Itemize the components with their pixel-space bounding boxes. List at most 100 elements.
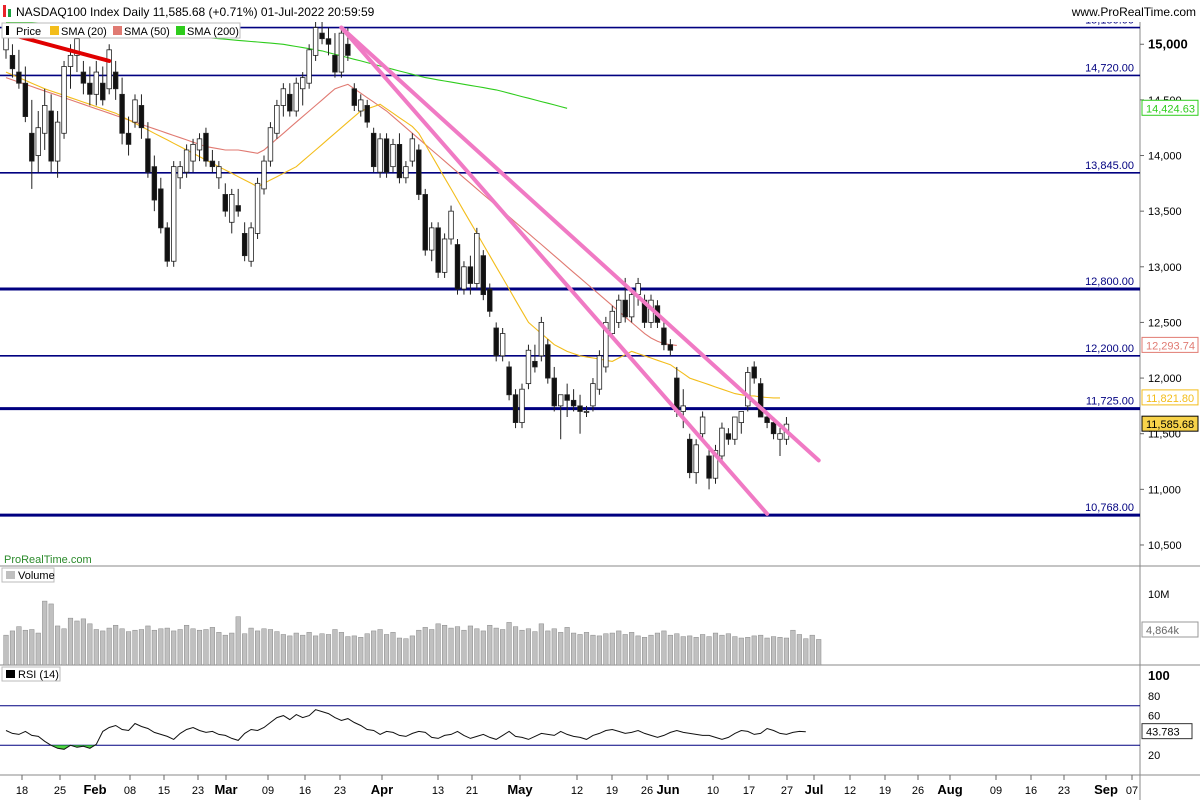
candle-body	[106, 49, 112, 90]
candle	[409, 133, 416, 167]
volume-bar	[648, 634, 654, 666]
candle-body	[596, 355, 603, 390]
candle	[551, 366, 557, 412]
volume-bar	[771, 636, 777, 666]
volume-bar	[538, 623, 544, 666]
candle	[609, 305, 615, 340]
candle-body	[345, 43, 351, 56]
badge-box	[1141, 621, 1199, 638]
last-value-badge: 14,424.63	[1141, 99, 1199, 116]
candle-body	[280, 88, 287, 106]
volume-bar	[558, 632, 564, 666]
candle	[35, 111, 41, 173]
candle	[545, 339, 551, 384]
candle	[254, 177, 261, 239]
pink-trendline[interactable]	[339, 25, 821, 463]
volume-bar	[564, 627, 570, 666]
last-value-badge: 12,293.74	[1141, 336, 1199, 353]
volume-swatch	[6, 571, 15, 579]
candle-body	[164, 227, 170, 262]
candle	[235, 188, 241, 217]
candle-body	[487, 288, 493, 312]
volume-bar	[313, 635, 319, 666]
candle-body	[87, 82, 93, 95]
rsi-title[interactable]: RSI (14)	[18, 669, 59, 681]
volume-bar	[403, 638, 409, 666]
volume-bar	[803, 638, 809, 666]
candle	[203, 127, 209, 167]
candle-body	[319, 32, 325, 40]
candle-body	[267, 127, 274, 162]
date-tick-label: Jun	[656, 782, 679, 797]
pink-trendline[interactable]	[339, 25, 770, 516]
candle	[80, 60, 87, 95]
volume-bar	[525, 628, 532, 666]
candle-body	[506, 366, 512, 396]
candle	[87, 66, 93, 106]
candle-body	[235, 205, 241, 212]
candle-body	[558, 394, 564, 407]
volume-bar	[454, 626, 461, 666]
legend-price[interactable]: Price	[16, 26, 41, 38]
candle-body	[467, 266, 474, 284]
volume-bar	[712, 632, 719, 666]
volume-title[interactable]: Volume	[18, 570, 55, 582]
date-tick-label: 25	[54, 785, 66, 797]
candle-body	[151, 166, 158, 201]
volume-bar	[325, 634, 332, 666]
date-tick-label: 23	[1058, 785, 1070, 797]
volume-bar	[171, 630, 177, 666]
volume-bar	[364, 633, 370, 666]
candle-body	[474, 233, 480, 284]
badge-value: 12,293.74	[1146, 340, 1195, 352]
candle-body	[377, 138, 383, 173]
volume-bar	[203, 629, 209, 666]
candle	[467, 255, 474, 295]
brand-label[interactable]: www.ProRealTime.com	[1071, 5, 1196, 19]
candle	[403, 161, 409, 184]
candle	[757, 378, 764, 418]
legend-sma200[interactable]: SMA (200)	[187, 26, 239, 38]
rsi-line	[5, 709, 806, 750]
volume-bar	[138, 629, 144, 666]
price-tick-label: 13,500	[1148, 206, 1182, 218]
candle-body	[170, 166, 177, 262]
legend-sma50[interactable]: SMA (50)	[124, 26, 170, 38]
volume-bar	[16, 626, 22, 666]
volume-bar	[74, 620, 80, 666]
price-tick-label: 11,000	[1148, 484, 1181, 496]
candle	[570, 389, 577, 412]
candle-body	[577, 405, 583, 412]
candle-body	[738, 411, 744, 423]
candle	[661, 322, 667, 351]
candle	[190, 138, 196, 173]
candle-body	[706, 455, 712, 479]
candle-body	[338, 32, 345, 73]
volume-bar	[706, 636, 712, 666]
candle	[287, 83, 293, 117]
volume-bar	[732, 636, 738, 666]
volume-bar	[809, 634, 815, 666]
volume-bar	[338, 632, 344, 666]
candle	[699, 411, 706, 440]
date-tick-label: 17	[743, 785, 755, 797]
candle	[564, 383, 570, 418]
legend-sma20[interactable]: SMA (20)	[61, 26, 107, 38]
candle	[61, 60, 67, 139]
volume-bar	[22, 629, 28, 666]
chart-title: NASDAQ100 Index Daily 11,585.68 (+0.71%)…	[16, 5, 375, 19]
volume-bar	[687, 635, 693, 666]
candle-body	[725, 433, 732, 440]
candle	[93, 60, 99, 106]
candle-body	[493, 327, 499, 357]
candle	[512, 389, 519, 429]
price-tick-label: 12,500	[1148, 317, 1182, 329]
candle-body	[764, 416, 770, 423]
candle-body	[29, 132, 35, 162]
candle	[428, 222, 435, 262]
volume-bar	[442, 624, 448, 666]
candle-body	[177, 166, 183, 179]
volume-bar	[371, 630, 377, 666]
candle	[29, 99, 35, 189]
candle	[596, 350, 603, 395]
